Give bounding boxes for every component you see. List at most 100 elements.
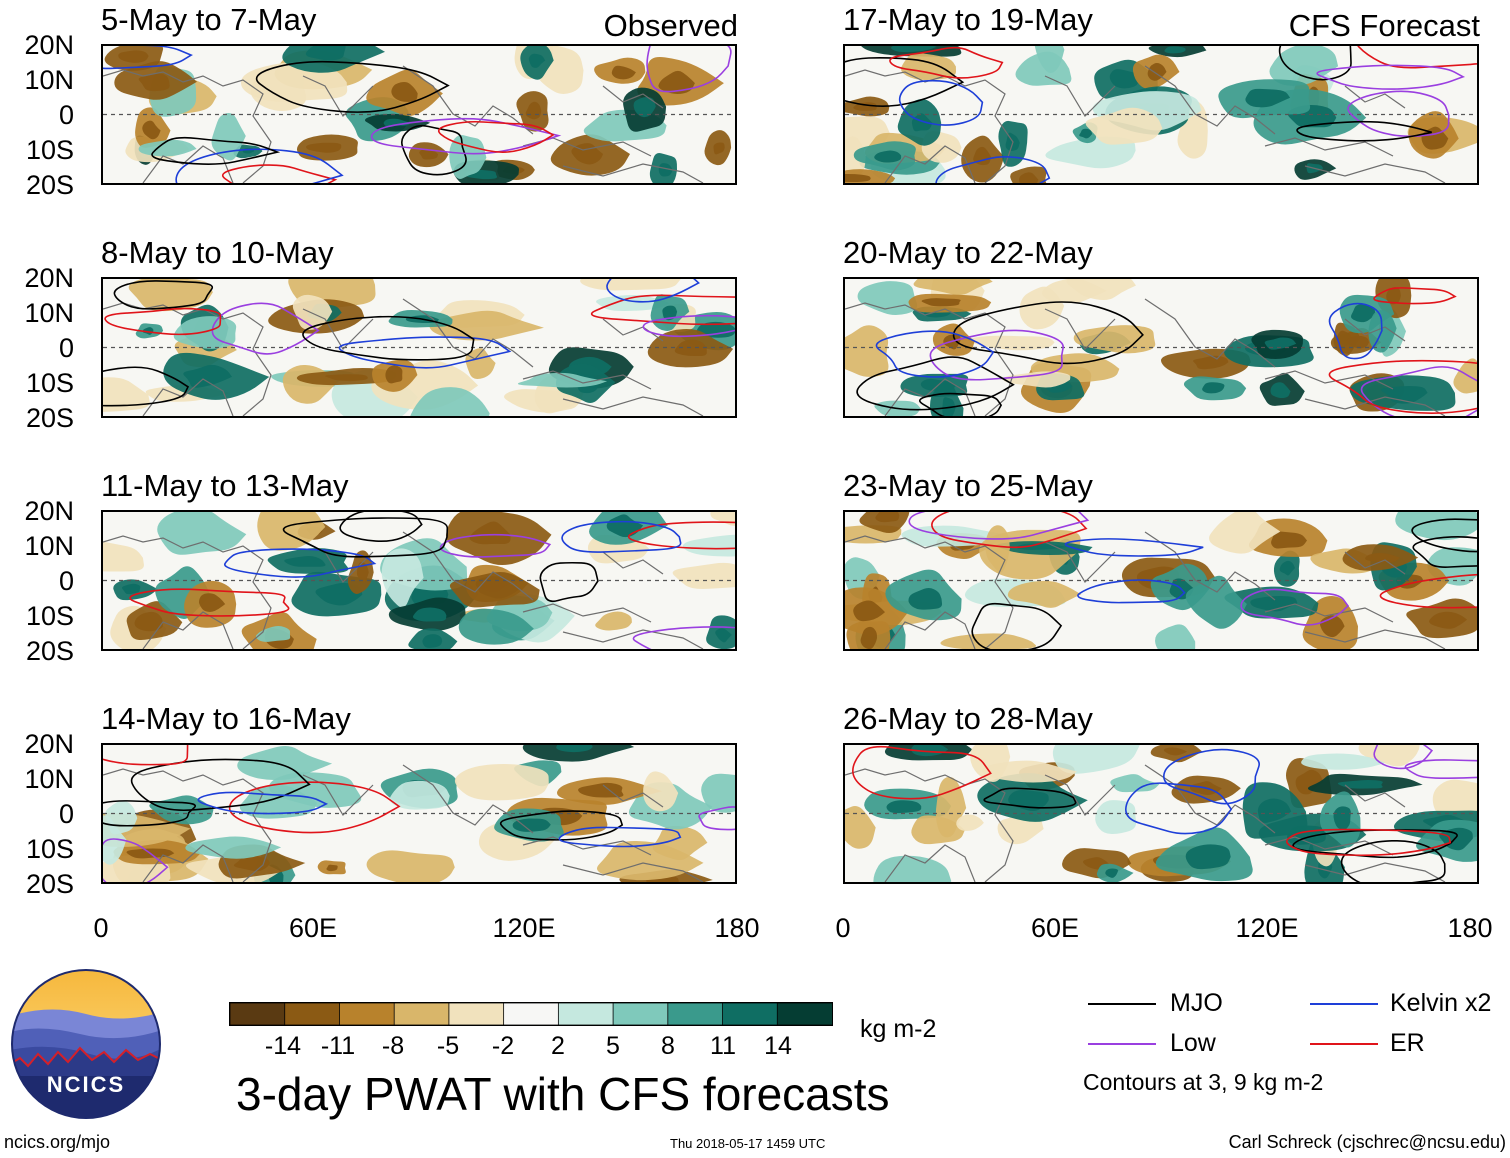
pwat-anomaly-core: [891, 46, 937, 53]
lat-label: 20N: [24, 729, 74, 759]
pwat-anomaly-core: [1333, 806, 1351, 830]
coastline: [562, 629, 704, 649]
colorbar-unit: kg m-2: [860, 1015, 937, 1043]
pwat-anomaly: [103, 377, 150, 412]
pwat-anomaly-core: [1295, 769, 1324, 795]
pwat-anomaly-core: [875, 512, 900, 523]
pwat-anomaly: [257, 512, 326, 551]
coastline: [1144, 298, 1276, 368]
wave-contour: [282, 517, 449, 558]
pwat-anomaly-core: [305, 46, 346, 61]
wave-contour: [1328, 359, 1477, 415]
colorbar-tick: 8: [661, 1032, 675, 1060]
colorbar-bin: [557, 1003, 615, 1025]
pwat-anomaly-core: [1264, 337, 1297, 350]
colorbar-tick: 5: [606, 1032, 620, 1060]
footer-url[interactable]: ncics.org/mjo: [4, 1132, 111, 1152]
pwat-anomaly-core: [662, 305, 678, 321]
colorbar-bin: [393, 1003, 450, 1025]
legend-label-mjo: MJO: [1170, 989, 1223, 1017]
pwat-anomaly-core: [1193, 355, 1229, 370]
pwat-anomaly: [857, 281, 918, 315]
lat-label: 10S: [25, 135, 74, 165]
panel-title: 5-May to 7-May: [101, 2, 317, 37]
lon-label: 0: [93, 913, 109, 943]
pwat-anomaly: [1003, 371, 1071, 388]
wave-contour: [1328, 302, 1383, 360]
coastline: [1344, 318, 1406, 342]
wave-contour: [1278, 46, 1352, 81]
pwat-anomaly: [1185, 575, 1247, 629]
map-panel-obs-4: [101, 743, 737, 884]
legend-swatch-kelvin: [1310, 1003, 1378, 1005]
coastline: [1344, 85, 1406, 109]
pwat-anomaly-core: [412, 607, 447, 622]
wave-contour: [1240, 588, 1350, 626]
coastline: [142, 378, 234, 416]
pwat-anomaly-core: [1350, 304, 1376, 323]
wave-contour: [1357, 46, 1477, 69]
wave-contour: [1316, 64, 1466, 90]
coastline: [103, 69, 272, 183]
wave-contour: [1286, 828, 1452, 857]
pwat-anomaly: [701, 773, 735, 813]
wave-contour: [1411, 518, 1477, 553]
wave-contour: [1347, 90, 1450, 138]
coastline: [1304, 862, 1446, 882]
wave-contour: [103, 838, 169, 882]
wave-contour: [561, 520, 682, 553]
pwat-anomaly: [1358, 745, 1420, 767]
coastline: [103, 535, 272, 649]
pwat-anomaly: [580, 279, 681, 291]
pwat-anomaly-core: [284, 556, 326, 567]
pwat-anomaly-core: [1109, 69, 1139, 89]
pwat-anomaly-core: [1257, 798, 1292, 823]
wave-contour: [1064, 538, 1204, 557]
wave-contour: [499, 810, 624, 841]
colorbar-tick: -5: [436, 1032, 460, 1060]
wave-contour: [1124, 782, 1233, 835]
wave-contour: [104, 307, 222, 336]
wave-contour: [255, 60, 450, 113]
legend-label-kelvin: Kelvin x2: [1390, 989, 1492, 1017]
wave-contour: [1412, 535, 1477, 568]
wave-contour: [646, 46, 732, 93]
pwat-anomaly-core: [911, 745, 949, 757]
pwat-anomaly-core: [422, 634, 443, 648]
wave-contour: [935, 156, 1051, 183]
colorbar-bin: [230, 1003, 286, 1025]
wave-contour: [129, 588, 290, 617]
coastline: [1044, 774, 1116, 816]
panel-title: 20-May to 22-May: [843, 235, 1093, 270]
pwat-anomaly-core: [845, 173, 871, 183]
pwat-anomaly-core: [1202, 382, 1225, 394]
lat-label: 10N: [24, 65, 74, 95]
wave-contour: [1360, 366, 1477, 416]
map-panel-obs-2: [101, 277, 737, 418]
wave-contour: [197, 791, 329, 815]
pwat-anomaly: [157, 512, 247, 555]
observed-label: Observed: [603, 8, 738, 43]
pwat-anomaly-core: [1105, 868, 1119, 878]
lon-label: 120E: [492, 913, 556, 943]
lat-label: 10N: [24, 298, 74, 328]
pwat-anomaly-core: [306, 142, 342, 153]
pwat-anomaly: [454, 764, 549, 801]
coastline: [402, 65, 534, 135]
pwat-anomaly: [1155, 624, 1196, 649]
lon-label: 180: [1447, 913, 1493, 943]
wave-contour: [339, 512, 423, 543]
pwat-anomaly-core: [1163, 747, 1188, 756]
legend-label-low: Low: [1170, 1029, 1216, 1057]
pwat-anomaly: [1095, 800, 1137, 835]
pwat-anomaly-core: [908, 587, 943, 610]
pwat-anomaly-core: [134, 611, 163, 632]
panel-title: 8-May to 10-May: [101, 235, 334, 270]
coastline: [562, 862, 704, 882]
colorbar-bin: [448, 1003, 505, 1025]
colorbar-tick: -2: [491, 1032, 515, 1060]
pwat-anomaly-core: [419, 148, 439, 160]
colorbar-bin: [503, 1003, 560, 1025]
lon-label: 60E: [288, 913, 338, 943]
wave-contour: [919, 392, 1003, 416]
